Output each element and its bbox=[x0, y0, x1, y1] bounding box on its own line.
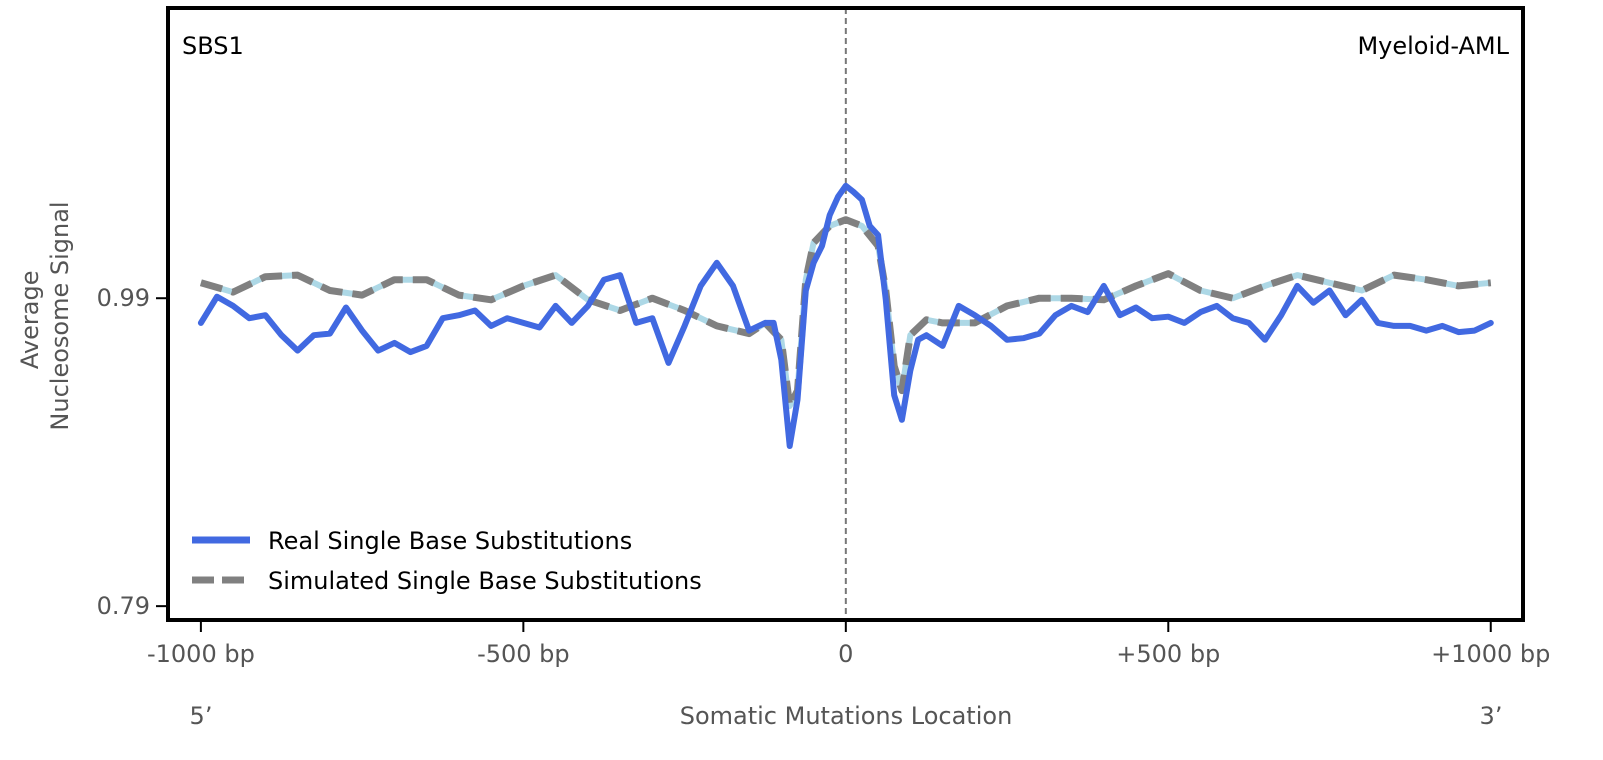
x-end-label-3prime: 3’ bbox=[1480, 702, 1503, 730]
x-tick-label: +1000 bp bbox=[1431, 640, 1550, 668]
legend-real-label: Real Single Base Substitutions bbox=[268, 527, 632, 555]
annotation-signature: SBS1 bbox=[182, 32, 244, 60]
real-series-line bbox=[197, 182, 1494, 449]
annotation-cancer-type: Myeloid-AML bbox=[1357, 32, 1509, 60]
x-end-label-5prime: 5’ bbox=[190, 702, 213, 730]
legend-simulated-label: Simulated Single Base Substitutions bbox=[268, 567, 702, 595]
simulated-series-line bbox=[199, 216, 1492, 410]
y-axis-label: Average Nucleosome Signal bbox=[16, 201, 74, 430]
x-tick-label: +500 bp bbox=[1116, 640, 1220, 668]
y-tick-label: 0.79 bbox=[97, 592, 150, 620]
y-tick-label: 0.99 bbox=[97, 284, 150, 312]
plot-frame bbox=[166, 6, 1525, 622]
x-tick-label: 0 bbox=[838, 640, 853, 668]
x-tick-label: -1000 bp bbox=[147, 640, 255, 668]
x-axis-label: Somatic Mutations Location bbox=[680, 702, 1013, 730]
y-axis-label-line1: Average bbox=[16, 271, 44, 370]
y-axis-label-line2: Nucleosome Signal bbox=[46, 201, 74, 430]
x-tick-label: -500 bp bbox=[477, 640, 570, 668]
legend: Real Single Base Substitutions Simulated… bbox=[192, 527, 702, 595]
